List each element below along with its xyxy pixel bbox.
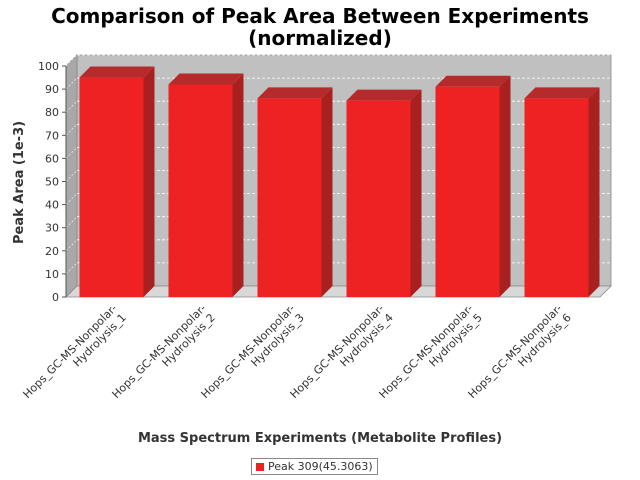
bar-side — [588, 87, 600, 297]
bar-side — [143, 66, 155, 297]
gridline-side — [65, 100, 78, 113]
y-tick-label: 90 — [45, 83, 59, 96]
gridline-side — [65, 124, 78, 136]
y-tick-label: 0 — [52, 291, 59, 304]
y-axis-label: Peak Area (1e-3) — [12, 120, 27, 244]
y-tick-label: 20 — [45, 245, 59, 258]
bar — [257, 87, 333, 297]
bar-side — [410, 89, 422, 298]
legend-swatch — [256, 462, 264, 471]
y-tick-label: 70 — [45, 129, 59, 142]
y-tick-label: 50 — [45, 176, 59, 189]
bar-front — [257, 98, 322, 297]
gridline-side — [65, 216, 78, 228]
gridline-side — [65, 170, 78, 182]
bar-side — [321, 87, 333, 297]
bar-front — [435, 86, 500, 297]
bar — [168, 73, 244, 297]
y-tick-label: 10 — [45, 268, 59, 281]
bar — [524, 87, 600, 297]
bar-top — [257, 87, 333, 99]
bar-top — [346, 89, 422, 101]
y-tick-label: 100 — [38, 60, 59, 73]
gridline-side — [65, 193, 78, 205]
gridline-side — [65, 54, 78, 67]
bar-top — [435, 75, 511, 87]
gridline-side — [65, 147, 78, 159]
y-tick-label: 60 — [45, 152, 59, 165]
chart-title-line2: (normalized) — [248, 26, 392, 50]
y-tick-label: 80 — [45, 106, 59, 119]
plot-left-wall — [65, 54, 78, 298]
bar-top — [524, 87, 600, 99]
bar-front — [524, 98, 589, 297]
bar — [435, 75, 511, 297]
gridline-side — [65, 262, 78, 275]
legend-label: Peak 309(45.3063) — [268, 460, 373, 473]
bar — [346, 89, 422, 298]
gridline-side — [65, 239, 78, 252]
bar-side — [499, 75, 511, 297]
bar-front — [168, 84, 233, 297]
bar-side — [232, 73, 244, 297]
bar-top — [79, 66, 155, 78]
gridline-side — [65, 77, 78, 90]
y-tick-label: 30 — [45, 222, 59, 235]
y-tick-label: 40 — [45, 199, 59, 212]
bar-front — [346, 100, 411, 298]
chart-title-line1: Comparison of Peak Area Between Experime… — [51, 4, 589, 28]
x-axis-label: Mass Spectrum Experiments (Metabolite Pr… — [137, 431, 503, 446]
bar-top — [168, 73, 244, 85]
bar-front — [79, 77, 144, 297]
bar — [79, 66, 155, 297]
legend: Peak 309(45.3063) — [251, 458, 378, 475]
